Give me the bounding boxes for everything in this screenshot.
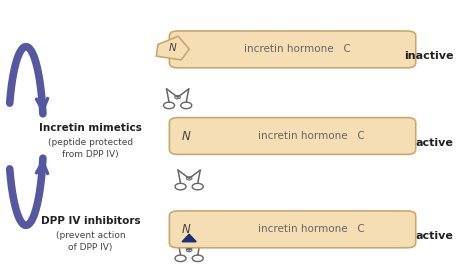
FancyBboxPatch shape bbox=[169, 31, 416, 68]
Text: incretin hormone   C: incretin hormone C bbox=[258, 131, 364, 141]
Polygon shape bbox=[182, 234, 196, 242]
Text: N: N bbox=[182, 223, 190, 236]
Text: DPP IV inhibitors: DPP IV inhibitors bbox=[41, 216, 140, 226]
Text: active: active bbox=[415, 231, 454, 241]
Text: active: active bbox=[415, 138, 454, 148]
Text: (prevent action
of DPP IV): (prevent action of DPP IV) bbox=[55, 231, 125, 252]
FancyBboxPatch shape bbox=[169, 211, 416, 248]
Text: N: N bbox=[182, 129, 190, 143]
Text: incretin hormone   C: incretin hormone C bbox=[244, 44, 350, 54]
FancyBboxPatch shape bbox=[175, 119, 228, 153]
Text: (peptide protected
from DPP IV): (peptide protected from DPP IV) bbox=[48, 138, 133, 159]
FancyBboxPatch shape bbox=[169, 118, 416, 154]
Text: incretin hormone   C: incretin hormone C bbox=[258, 224, 364, 234]
Polygon shape bbox=[156, 36, 189, 60]
Text: inactive: inactive bbox=[404, 51, 454, 61]
Text: N: N bbox=[169, 43, 177, 53]
Text: Incretin mimetics: Incretin mimetics bbox=[39, 123, 142, 133]
